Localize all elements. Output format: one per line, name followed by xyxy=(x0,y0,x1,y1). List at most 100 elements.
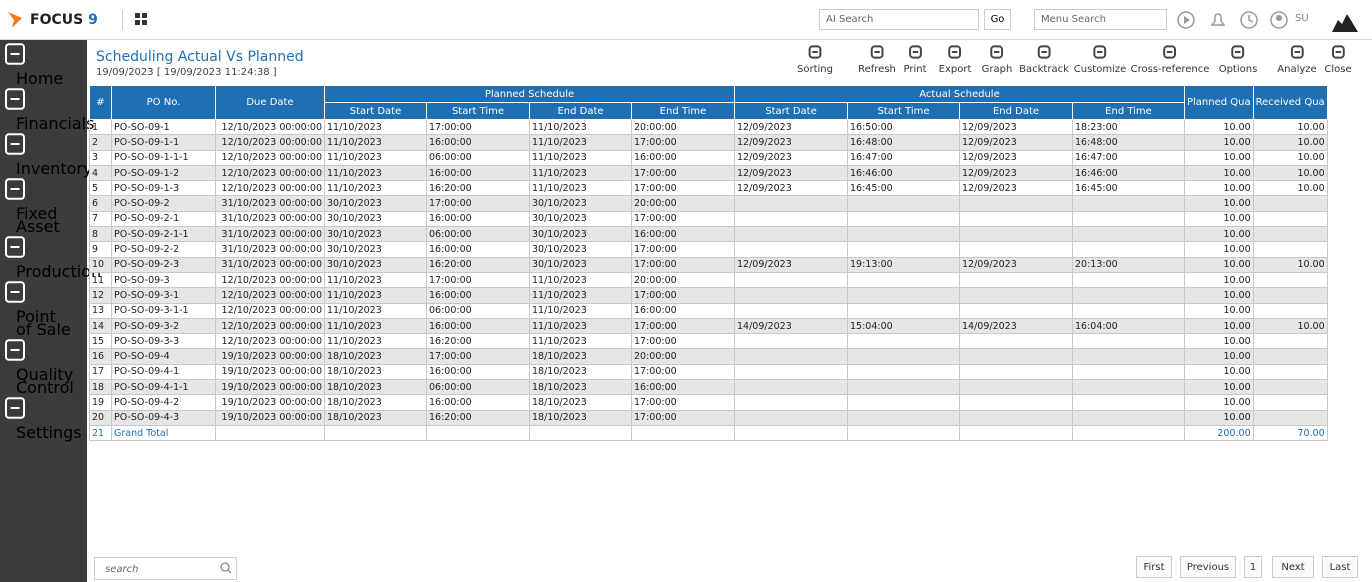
cell: PO-SO-09-2-2 xyxy=(112,242,216,257)
page-button[interactable]: Previous xyxy=(1180,556,1236,578)
cell: 10.00 xyxy=(1185,364,1254,379)
data-row[interactable]: 9PO-SO-09-2-231/10/2023 00:00:0030/10/20… xyxy=(90,242,1328,257)
column-header[interactable]: Start Time xyxy=(427,103,530,120)
ai-search[interactable]: AI Search xyxy=(819,9,979,30)
data-row[interactable]: 18PO-SO-09-4-1-119/10/2023 00:00:0018/10… xyxy=(90,380,1328,395)
data-row[interactable]: 11PO-SO-09-312/10/2023 00:00:0011/10/202… xyxy=(90,272,1328,287)
cell: 21 xyxy=(90,425,112,440)
toolbar-button[interactable]: Refresh xyxy=(858,44,896,75)
cell xyxy=(848,242,960,257)
sidebar-item[interactable]: Point of Sale xyxy=(0,278,87,336)
cell: 12 xyxy=(90,288,112,303)
sidebar-item[interactable]: Financials xyxy=(0,85,87,130)
column-header[interactable]: End Date xyxy=(530,103,632,120)
page-button[interactable]: 1 xyxy=(1244,556,1262,578)
sidebar-item[interactable]: Quality Control xyxy=(0,336,87,394)
cell: 16:46:00 xyxy=(848,165,960,180)
cell: 06:00:00 xyxy=(427,380,530,395)
sidebar-item[interactable]: Production xyxy=(0,233,87,278)
toolbar-button[interactable]: Analyze xyxy=(1277,44,1316,75)
data-row[interactable]: 16PO-SO-09-419/10/2023 00:00:0018/10/202… xyxy=(90,349,1328,364)
menu-search[interactable]: Menu Search xyxy=(1034,9,1167,30)
cell: 10.00 xyxy=(1185,380,1254,395)
sidebar-item[interactable]: Fixed Asset xyxy=(0,175,87,233)
toolbar-button[interactable]: Graph xyxy=(982,44,1013,75)
cell xyxy=(848,227,960,242)
cell: 10.00 xyxy=(1185,211,1254,226)
column-header[interactable]: End Time xyxy=(632,103,735,120)
cell: 18/10/2023 xyxy=(325,395,427,410)
cell xyxy=(1073,303,1185,318)
cell xyxy=(735,272,848,287)
cell: 13 xyxy=(90,303,112,318)
data-row[interactable]: 7PO-SO-09-2-131/10/2023 00:00:0030/10/20… xyxy=(90,211,1328,226)
logo-text: FOCUS xyxy=(30,12,83,28)
data-row[interactable]: 2PO-SO-09-1-112/10/2023 00:00:0011/10/20… xyxy=(90,135,1328,150)
toolbar-button[interactable]: Cross-reference xyxy=(1131,44,1210,75)
sidebar-item[interactable]: Settings xyxy=(0,394,87,439)
cell: 16:45:00 xyxy=(848,181,960,196)
cell: 11/10/2023 xyxy=(530,272,632,287)
toolbar-button[interactable]: Export xyxy=(939,44,972,75)
data-row[interactable]: 4PO-SO-09-1-212/10/2023 00:00:0011/10/20… xyxy=(90,165,1328,180)
column-header[interactable]: End Time xyxy=(1073,103,1185,120)
cell: 10.00 xyxy=(1185,303,1254,318)
cell: 16:00:00 xyxy=(427,288,530,303)
data-row[interactable]: 3PO-SO-09-1-1-112/10/2023 00:00:0011/10/… xyxy=(90,150,1328,165)
toolbar-button[interactable]: Close xyxy=(1324,44,1351,75)
data-row[interactable]: 17PO-SO-09-4-119/10/2023 00:00:0018/10/2… xyxy=(90,364,1328,379)
data-row[interactable]: 20PO-SO-09-4-319/10/2023 00:00:0018/10/2… xyxy=(90,410,1328,425)
sidebar-item[interactable]: Inventory xyxy=(0,130,87,175)
column-header[interactable]: Planned Qua xyxy=(1185,86,1254,120)
cell: 11/10/2023 xyxy=(325,181,427,196)
column-header[interactable]: Due Date xyxy=(216,86,325,120)
sidebar-item[interactable]: Home xyxy=(0,40,87,85)
column-header[interactable]: PO No. xyxy=(112,86,216,120)
cell: 17:00:00 xyxy=(632,211,735,226)
column-header[interactable]: Start Date xyxy=(735,103,848,120)
cell xyxy=(960,364,1073,379)
data-row[interactable]: 19PO-SO-09-4-219/10/2023 00:00:0018/10/2… xyxy=(90,395,1328,410)
apps-button[interactable] xyxy=(135,13,148,26)
toolbar-button[interactable]: Sorting xyxy=(797,44,833,75)
data-row[interactable]: 1PO-SO-09-112/10/2023 00:00:0011/10/2023… xyxy=(90,120,1328,135)
cell: 19:13:00 xyxy=(848,257,960,272)
data-row[interactable]: 8PO-SO-09-2-1-131/10/2023 00:00:0030/10/… xyxy=(90,227,1328,242)
go-button[interactable]: Go xyxy=(984,9,1011,30)
page-button[interactable]: Last xyxy=(1322,556,1358,578)
cell: 12/10/2023 00:00:00 xyxy=(216,135,325,150)
column-header[interactable]: Received Qua xyxy=(1253,86,1327,120)
toolbar-button[interactable]: Print xyxy=(903,44,926,75)
cell: 12/10/2023 00:00:00 xyxy=(216,318,325,333)
cell: 31/10/2023 00:00:00 xyxy=(216,242,325,257)
page-button[interactable]: First xyxy=(1136,556,1172,578)
data-row[interactable]: 14PO-SO-09-3-212/10/2023 00:00:0011/10/2… xyxy=(90,318,1328,333)
cell: 11/10/2023 xyxy=(325,272,427,287)
data-row[interactable]: 13PO-SO-09-3-1-112/10/2023 00:00:0011/10… xyxy=(90,303,1328,318)
toolbar-button[interactable]: Backtrack xyxy=(1019,44,1069,75)
column-header[interactable]: Start Time xyxy=(848,103,960,120)
data-row[interactable]: 10PO-SO-09-2-331/10/2023 00:00:0030/10/2… xyxy=(90,257,1328,272)
page-button[interactable]: Next xyxy=(1272,556,1314,578)
cell xyxy=(735,242,848,257)
column-header[interactable]: Start Date xyxy=(325,103,427,120)
total-row[interactable]: 21Grand Total200.0070.00 xyxy=(90,425,1328,440)
cell xyxy=(1253,364,1327,379)
toolbar-button[interactable]: Customize xyxy=(1074,44,1127,75)
cell: 16:00:00 xyxy=(427,211,530,226)
cell: 16:46:00 xyxy=(1073,165,1185,180)
grid-search[interactable]: search xyxy=(94,557,237,580)
column-header[interactable]: End Date xyxy=(960,103,1073,120)
cell: PO-SO-09-2-1-1 xyxy=(112,227,216,242)
column-header[interactable]: # xyxy=(90,86,112,120)
toolbar-button[interactable]: Options xyxy=(1219,44,1258,75)
data-row[interactable]: 12PO-SO-09-3-112/10/2023 00:00:0011/10/2… xyxy=(90,288,1328,303)
cell: 30/10/2023 xyxy=(325,257,427,272)
cell: 10.00 xyxy=(1253,165,1327,180)
data-row[interactable]: 6PO-SO-09-231/10/2023 00:00:0030/10/2023… xyxy=(90,196,1328,211)
data-row[interactable]: 15PO-SO-09-3-312/10/2023 00:00:0011/10/2… xyxy=(90,334,1328,349)
cell: 18/10/2023 xyxy=(530,364,632,379)
user[interactable]: SU xyxy=(1295,13,1309,24)
data-row[interactable]: 5PO-SO-09-1-312/10/2023 00:00:0011/10/20… xyxy=(90,181,1328,196)
cell: 16:45:00 xyxy=(1073,181,1185,196)
